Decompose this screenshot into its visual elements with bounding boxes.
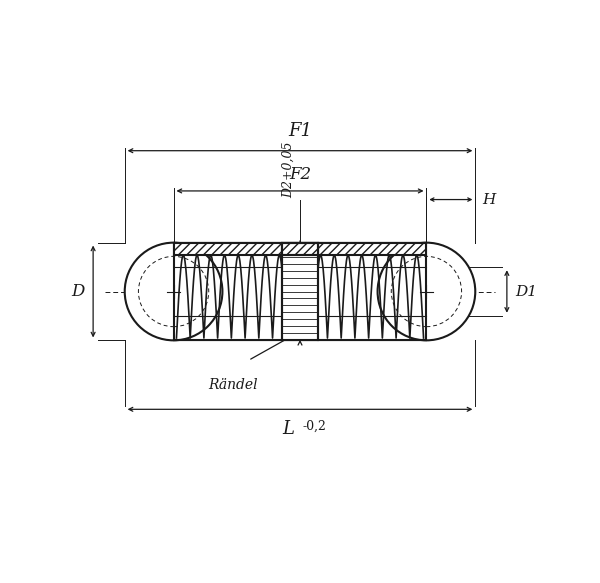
Bar	[281, 243, 319, 340]
Text: F1: F1	[288, 122, 312, 141]
Text: L: L	[282, 420, 294, 438]
Circle shape	[377, 243, 475, 340]
Circle shape	[125, 243, 223, 340]
Text: -0,2: -0,2	[303, 420, 327, 433]
Text: D1: D1	[515, 285, 537, 298]
Text: D: D	[71, 283, 85, 300]
Bar	[173, 243, 427, 340]
Text: H: H	[482, 192, 496, 206]
Text: F2: F2	[289, 166, 311, 183]
Text: D2+0,05: D2+0,05	[283, 142, 295, 198]
Bar	[281, 243, 319, 255]
Text: Rändel: Rändel	[208, 378, 257, 392]
Bar	[173, 243, 427, 255]
